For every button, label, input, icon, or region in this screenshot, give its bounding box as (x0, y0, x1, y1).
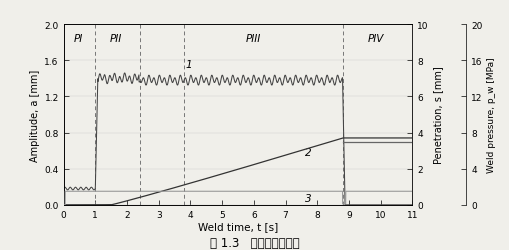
Y-axis label: Amplitude, a [mm]: Amplitude, a [mm] (30, 69, 40, 161)
Text: 2: 2 (304, 148, 311, 158)
Text: PI: PI (73, 34, 82, 44)
Text: 1: 1 (186, 60, 192, 70)
Y-axis label: Weld pressure, p_w [MPa]: Weld pressure, p_w [MPa] (487, 58, 496, 172)
Text: PIV: PIV (367, 34, 384, 44)
Text: PIII: PIII (246, 34, 262, 44)
Text: 3: 3 (304, 193, 311, 203)
Y-axis label: Penetration, s [mm]: Penetration, s [mm] (433, 66, 443, 164)
Text: 图 1.3   超声波焊接过程: 图 1.3 超声波焊接过程 (210, 236, 299, 249)
X-axis label: Weld time, t [s]: Weld time, t [s] (198, 222, 278, 232)
Text: PII: PII (110, 34, 122, 44)
